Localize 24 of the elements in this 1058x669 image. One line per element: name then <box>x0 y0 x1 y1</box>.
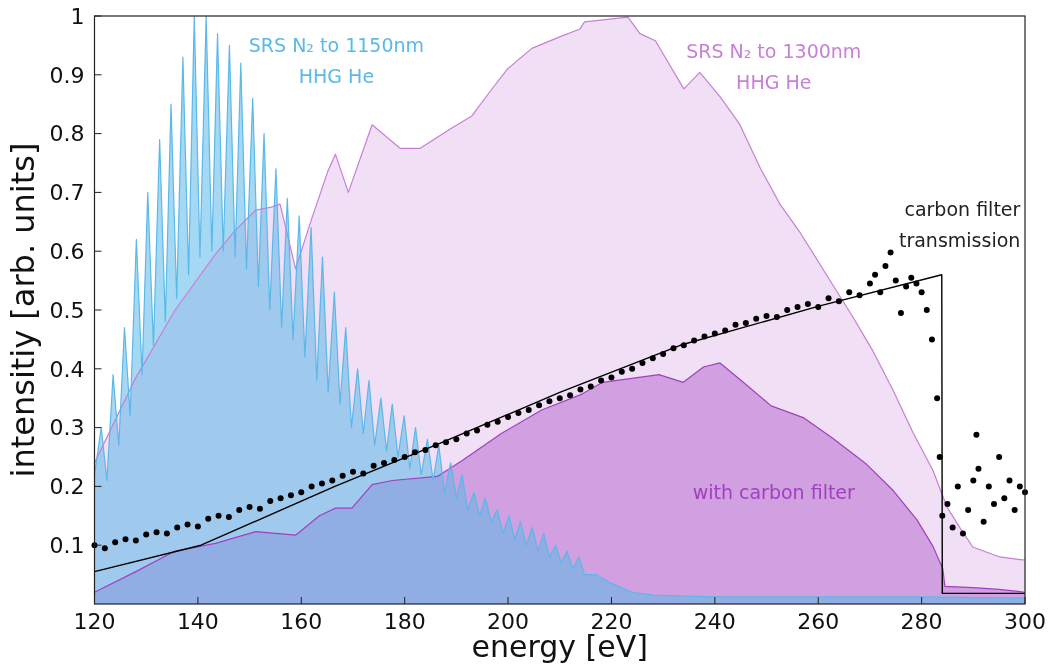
x-tick-label: 280 <box>900 609 943 634</box>
y-tick-label: 0.3 <box>49 415 85 441</box>
x-tick-label: 260 <box>797 609 840 634</box>
series-label: carbon filter transmission <box>898 198 1021 252</box>
y-tick-label: 0.2 <box>49 474 85 500</box>
series-label: SRS N₂ to 1150nm HHG He <box>248 33 425 87</box>
series-label: with carbon filter <box>692 480 856 503</box>
y-tick-label: 0.4 <box>49 356 85 382</box>
line-series <box>94 274 1025 595</box>
series-label: SRS N₂ to 1300nm HHG He <box>686 39 862 93</box>
x-tick-label: 120 <box>73 609 116 634</box>
y-tick-label: 1 <box>70 3 85 29</box>
y-tick-label: 0.1 <box>49 532 85 558</box>
y-axis-title: intensitiy [arb. units] <box>4 142 42 478</box>
x-tick-label: 160 <box>280 609 323 634</box>
y-tick-label: 0.7 <box>49 180 85 206</box>
y-tick-label: 0.8 <box>49 121 85 147</box>
x-tick-label: 240 <box>693 609 736 634</box>
y-tick-label: 0.6 <box>49 238 85 264</box>
y-tick-label: 0.5 <box>49 297 85 323</box>
x-tick-label: 300 <box>1004 609 1046 634</box>
x-tick-label: 140 <box>176 609 219 634</box>
x-tick-label: 180 <box>383 609 426 634</box>
y-tick-label: 0.9 <box>49 62 85 88</box>
